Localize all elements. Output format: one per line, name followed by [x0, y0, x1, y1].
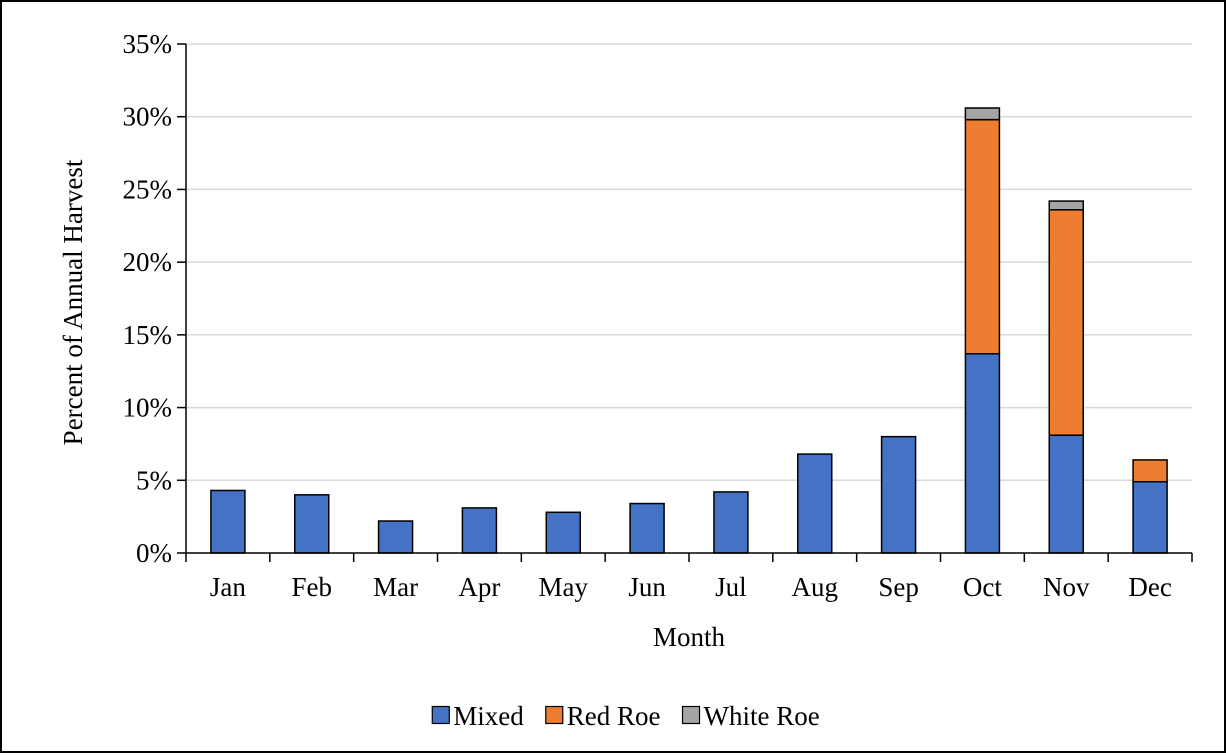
x-tick-label: Jan — [210, 572, 246, 602]
gridlines — [186, 43, 1192, 482]
x-tick-label: Apr — [458, 572, 500, 602]
x-tick-label: Sep — [878, 572, 919, 602]
y-tick-label: 20% — [123, 247, 173, 277]
y-tick-labels: 0% 5% 10% 15% 20% 25% 30% 35% — [123, 29, 173, 568]
bar-mixed-apr — [461, 507, 498, 554]
bar-mixed-dec — [1132, 480, 1168, 554]
x-tick-label: Nov — [1043, 572, 1090, 602]
y-tick-label: 25% — [123, 174, 173, 204]
legend-label: Red Roe — [567, 701, 661, 731]
x-tick-label: Jul — [715, 572, 747, 602]
bar-red-roe-nov — [1048, 209, 1084, 436]
axes — [177, 43, 1193, 562]
bar-mixed-sep — [880, 435, 917, 554]
y-tick-label: 15% — [123, 320, 173, 350]
bar-mixed-mar — [377, 520, 414, 554]
legend-item-red-roe: Red Roe — [545, 701, 661, 731]
bar-mixed-nov — [1048, 434, 1084, 554]
x-tick-label: Dec — [1128, 572, 1171, 602]
y-tick-label: 35% — [123, 29, 173, 59]
legend-label: Mixed — [453, 701, 524, 731]
legend-item-mixed: Mixed — [431, 701, 524, 731]
legend: Mixed Red Roe White Roe — [431, 701, 820, 731]
x-tick-label: Aug — [792, 572, 839, 602]
x-tick-label: Oct — [963, 572, 1002, 602]
bar-mixed-feb — [294, 494, 330, 554]
legend-swatch — [431, 705, 450, 725]
bar-mixed-jan — [210, 489, 246, 554]
x-tick-label: Mar — [373, 572, 418, 602]
y-tick-label: 0% — [136, 538, 172, 568]
x-axis-title: Month — [653, 622, 726, 652]
bar-mixed-oct — [964, 353, 1001, 554]
bar-mixed-may — [545, 511, 581, 554]
y-tick-label: 10% — [123, 393, 173, 423]
y-tick-label: 30% — [123, 102, 173, 132]
legend-swatch — [681, 705, 701, 725]
legend-label: White Roe — [704, 701, 820, 731]
y-tick-label: 5% — [136, 465, 172, 495]
bar-mixed-jul — [713, 491, 749, 554]
legend-item-white-roe: White Roe — [681, 701, 820, 731]
y-axis-title: Percent of Annual Harvest — [58, 159, 88, 445]
bar-red-roe-dec — [1132, 459, 1168, 483]
bar-white-roe-nov — [1048, 200, 1084, 211]
x-tick-labels: Jan Feb Mar Apr May Jun Jul Aug Sep Oct Nov Dec — [210, 572, 1172, 602]
x-tick-label: Feb — [292, 572, 333, 602]
bar-mixed-aug — [797, 453, 833, 554]
bar-mixed-jun — [629, 502, 665, 554]
bar-red-roe-oct — [964, 118, 1001, 355]
x-tick-label: May — [539, 572, 589, 602]
bar-white-roe-oct — [964, 107, 1001, 121]
legend-swatch — [545, 705, 564, 725]
x-tick-label: Jun — [628, 572, 666, 602]
bars — [210, 107, 1168, 554]
